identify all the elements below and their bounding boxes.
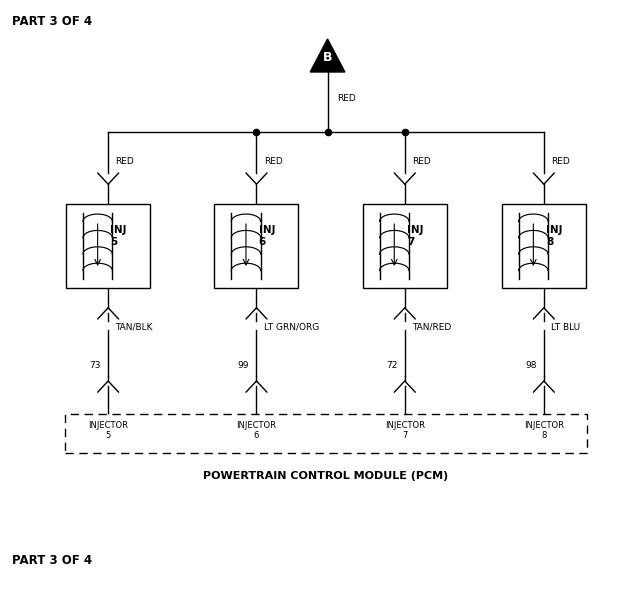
Text: INJECTOR
6: INJECTOR 6 (237, 421, 276, 440)
Text: 98: 98 (525, 361, 536, 370)
Text: LT GRN/ORG: LT GRN/ORG (264, 323, 319, 331)
Text: TAN/BLK: TAN/BLK (116, 323, 153, 331)
Text: RED: RED (412, 157, 431, 166)
Text: PART 3 OF 4: PART 3 OF 4 (12, 554, 93, 567)
Text: B: B (323, 51, 332, 64)
Text: PART 3 OF 4: PART 3 OF 4 (12, 15, 93, 28)
Text: 99: 99 (237, 361, 249, 370)
Text: INJ
7: INJ 7 (407, 225, 423, 247)
Text: TAN/RED: TAN/RED (412, 323, 452, 331)
Text: 72: 72 (386, 361, 397, 370)
Bar (214, 204, 298, 288)
Bar (66, 204, 150, 288)
Text: 73: 73 (89, 361, 101, 370)
Text: INJ
5: INJ 5 (110, 225, 127, 247)
Text: RED: RED (264, 157, 282, 166)
Text: INJ
6: INJ 6 (258, 225, 275, 247)
Text: INJECTOR
8: INJECTOR 8 (524, 421, 564, 440)
Text: RED: RED (551, 157, 570, 166)
Text: RED: RED (116, 157, 134, 166)
Text: LT BLU: LT BLU (551, 323, 580, 331)
Text: INJECTOR
7: INJECTOR 7 (385, 421, 425, 440)
Text: INJ
8: INJ 8 (546, 225, 562, 247)
Text: INJECTOR
5: INJECTOR 5 (88, 421, 128, 440)
Bar (363, 204, 447, 288)
Text: POWERTRAIN CONTROL MODULE (PCM): POWERTRAIN CONTROL MODULE (PCM) (203, 471, 449, 481)
Polygon shape (310, 39, 345, 72)
Bar (65, 414, 587, 453)
Text: RED: RED (337, 94, 355, 103)
Bar (502, 204, 586, 288)
